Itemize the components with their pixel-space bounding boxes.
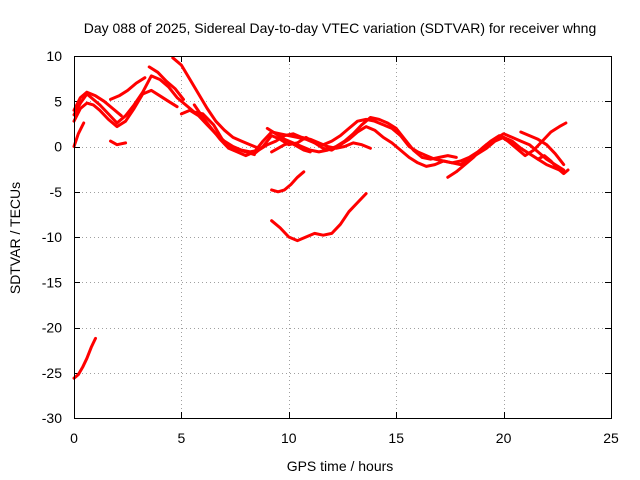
y-axis-label: SDTVAR / TECUs: [7, 182, 23, 294]
x-tick-label: 15: [388, 430, 404, 446]
series-line-pass-1: [72, 74, 256, 157]
series-line-pass-19: [72, 336, 97, 380]
series-line-pass-10: [192, 103, 566, 172]
x-tick-label: 5: [178, 430, 186, 446]
y-tick-label: -25: [42, 365, 62, 381]
series-line-pass-15: [519, 130, 566, 167]
y-tick-label: -10: [42, 229, 62, 245]
series-line-pass-5: [72, 121, 86, 148]
data-series: [72, 56, 570, 380]
series-line-pass-9: [179, 108, 372, 154]
series-line-pass-13: [270, 141, 312, 154]
series-line-pass-3: [72, 90, 123, 118]
series-line-pass-8: [171, 56, 261, 150]
series-line-pass-12: [265, 116, 458, 161]
series-line-pass-6: [109, 76, 147, 101]
y-tick-label: -20: [42, 320, 62, 336]
x-tick-label: 0: [70, 430, 78, 446]
y-tick-label: -5: [50, 184, 63, 200]
series-line-pass-2: [72, 88, 179, 129]
y-tick-label: -15: [42, 274, 62, 290]
x-tick-label: 20: [496, 430, 512, 446]
chart-title: Day 088 of 2025, Sidereal Day-to-day VTE…: [84, 20, 597, 36]
series-line-pass-11: [252, 125, 566, 174]
series-line-pass-17: [270, 170, 306, 194]
y-tick-label: 5: [54, 93, 62, 109]
series-line-pass-18: [270, 192, 368, 243]
x-axis-label: GPS time / hours: [287, 458, 394, 474]
y-tick-label: -30: [42, 410, 62, 426]
y-tick-label: 0: [54, 139, 62, 155]
y-tick-label: 10: [46, 48, 62, 64]
axis-ticks: 0 5 10 15 20 25 -30 -25 -20 -15 -10 -5 0 5 10: [42, 48, 619, 446]
series-line-pass-14: [446, 121, 568, 179]
plot-frame: [74, 56, 612, 419]
x-tick-label: 25: [603, 430, 619, 446]
series-line-pass-7: [147, 65, 185, 101]
x-tick-label: 10: [281, 430, 297, 446]
series-line-pass-4: [109, 139, 128, 147]
series-line-pass-16: [536, 154, 570, 176]
grid-lines: [74, 56, 611, 418]
